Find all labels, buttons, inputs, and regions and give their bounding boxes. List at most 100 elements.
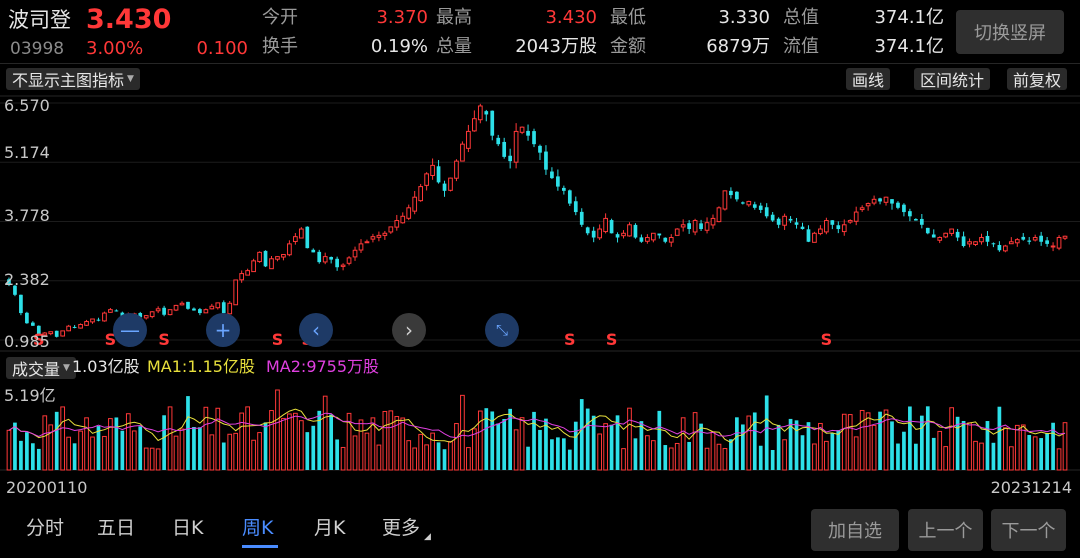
candle-body [340,264,346,267]
candle-body [967,241,972,245]
signal-marker: S [33,330,45,349]
volume-bar [227,433,233,471]
signal-marker: S [606,330,618,349]
rotate-screen-button[interactable]: 切换竖屏 [956,10,1064,54]
zoom-out-button[interactable]: — [113,313,147,347]
add-watchlist-button[interactable]: 加自选 [811,509,899,551]
volume-bar [722,448,728,471]
stock-name: 波司登 [8,8,71,32]
chevron-left-icon: ‹ [312,318,320,342]
candle-body [221,302,226,314]
tab-5[interactable]: 更多 [382,517,421,539]
volume-bar [436,442,441,470]
candle-body [263,250,268,267]
previous-stock-button[interactable]: 上一个 [908,509,983,551]
volume-bar [919,415,924,470]
candle-body [752,204,757,208]
tab-4[interactable]: 月K [314,517,346,539]
volume-bar [955,416,960,470]
candle-body [430,164,435,176]
volume-bar [704,447,710,471]
y-axis-label: 3.778 [4,206,50,225]
candle-body [1050,245,1056,248]
volume-bar [484,408,489,470]
candle-body [871,198,877,204]
volume-bar [902,431,906,470]
candle-body [72,326,77,328]
volume-bar [621,448,626,471]
volume-bar [6,429,12,471]
candle-body [943,232,949,238]
volume-bar [311,425,316,470]
tab-1[interactable]: 五日 [97,517,136,539]
volume-bar [173,435,179,471]
candle-body [853,211,859,222]
candle-body [322,256,328,263]
candle-body [776,218,781,225]
volume-bar [1056,448,1062,471]
volume-bar [442,449,447,470]
candle-body [179,302,185,306]
signal-marker: S [105,330,117,349]
volume-bar [538,429,542,470]
candle-body [436,166,441,183]
volume-bar [66,436,71,471]
dropdown-caret-icon: ▼ [63,363,70,373]
candle-body [167,309,173,316]
header-divider [0,63,1080,64]
volume-bar [84,417,89,471]
kline-chart[interactable]: SSSSSSSSS [0,0,1080,500]
zoom-in-button[interactable]: + [206,313,240,347]
volume-bar [131,430,137,471]
next-stock-button[interactable]: 下一个 [991,509,1066,551]
volume-bar [1039,438,1044,470]
candle-body [812,232,817,243]
scroll-right-button[interactable]: › [392,313,426,347]
stat-value: 6879万 [706,36,770,57]
volume-bar [513,429,519,471]
volume-bar [508,408,513,470]
candle-body [633,224,638,238]
scroll-left-button[interactable]: ‹ [299,313,333,347]
volume-bar [60,406,66,471]
adjust-price-button[interactable]: 前复权 [1007,68,1068,90]
main-indicator-select[interactable]: 不显示主图指标 ▼ [6,68,140,90]
stat-value: 3.430 [545,7,597,28]
volume-bar [729,439,733,470]
candle-body [162,307,166,315]
y-axis-label: 6.570 [4,96,50,115]
candle-body [627,224,632,237]
volume-bar [650,440,656,471]
volume-bar [544,418,548,470]
tab-3[interactable]: 周K [242,517,274,539]
volume-indicator-select[interactable]: 成交量 ▼ [6,357,76,379]
volume-bar [239,412,245,471]
volume-bar [114,417,119,470]
volume-bar [281,417,286,471]
volume-bar [448,441,453,471]
volume-bar [120,430,125,470]
candle-body [931,234,936,238]
volume-bar [257,432,262,471]
volume-bar [400,417,406,471]
volume-bar [167,406,173,471]
candle-body [472,118,477,132]
draw-line-button[interactable]: 画线 [846,68,891,90]
volume-bar [143,447,149,471]
candle-body [758,205,763,210]
collapse-button[interactable]: ⤡ [485,313,519,347]
stat-label: 今开 [262,7,298,28]
candle-body [293,236,298,243]
candle-body [13,285,17,295]
tab-2[interactable]: 日K [172,517,204,539]
range-stats-button[interactable]: 区间统计 [914,68,991,90]
candle-body [406,207,412,219]
volume-bar [818,422,823,471]
volume-bar [1003,427,1008,471]
volume-bar [519,417,525,471]
tab-0[interactable]: 分时 [26,517,65,539]
candle-body [418,186,424,202]
dropdown-caret-icon: ▼ [127,74,134,84]
volume-bar [335,439,339,470]
volume-bar [985,421,990,470]
